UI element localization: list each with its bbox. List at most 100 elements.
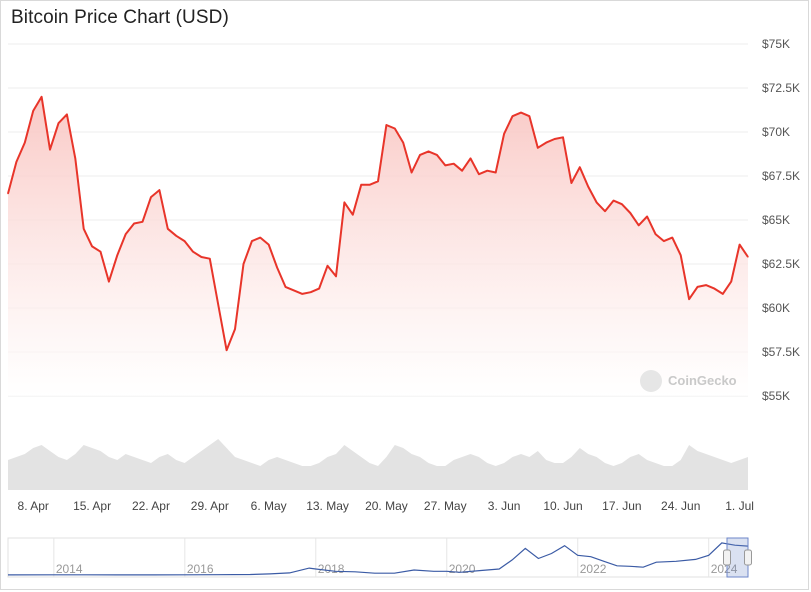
price-point <box>587 185 589 188</box>
price-point <box>150 196 152 198</box>
price-point <box>91 245 93 247</box>
y-tick-label: $70K <box>762 125 790 139</box>
price-point <box>293 289 295 291</box>
price-point <box>251 240 253 242</box>
price-point <box>301 293 303 295</box>
price-point <box>570 182 573 184</box>
price-point <box>268 244 270 246</box>
navigator-panel <box>7 537 749 578</box>
price-point <box>469 157 472 159</box>
price-point <box>24 141 26 144</box>
price-point <box>66 113 68 115</box>
price-point <box>352 214 354 216</box>
y-tick-label: $57.5K <box>762 345 800 359</box>
price-point <box>343 201 345 203</box>
price-point <box>15 161 18 163</box>
price-point <box>747 256 749 258</box>
price-point <box>730 281 732 283</box>
price-point <box>158 189 160 191</box>
price-point <box>612 200 615 202</box>
price-point <box>486 170 488 172</box>
navigator-tick-label: 2014 <box>56 562 83 576</box>
y-tick-label: $55K <box>762 389 790 403</box>
price-point <box>528 115 530 117</box>
chart-title: Bitcoin Price Chart (USD) <box>11 7 229 28</box>
y-tick-label: $62.5K <box>762 257 800 271</box>
price-point <box>562 136 564 138</box>
price-point <box>688 298 690 300</box>
price-point <box>596 201 598 203</box>
price-point <box>41 96 43 98</box>
price-point <box>738 244 741 246</box>
price-point <box>234 328 236 330</box>
price-point <box>57 122 60 124</box>
price-point <box>579 166 581 168</box>
x-tick-label: 8. Apr <box>18 499 49 513</box>
price-point <box>284 286 287 288</box>
price-point <box>553 138 556 140</box>
price-point <box>32 110 34 112</box>
price-point <box>276 266 278 269</box>
price-point <box>671 237 673 239</box>
price-point <box>318 288 320 290</box>
price-point <box>377 180 379 182</box>
x-tick-label: 29. Apr <box>191 499 229 513</box>
price-area <box>8 96 748 397</box>
price-point <box>108 281 110 283</box>
navigator-tick-label: 2022 <box>580 562 607 576</box>
navigator-line <box>7 542 749 576</box>
price-point <box>259 237 261 239</box>
navigator-tick-label: 2016 <box>187 562 214 576</box>
price-point <box>326 265 329 267</box>
navigator-tick-label: 2024 <box>711 562 738 576</box>
price-point <box>200 256 203 258</box>
price-point <box>495 171 497 174</box>
x-tick-label: 27. May <box>424 499 467 513</box>
y-tick-label: $72.5K <box>762 81 800 95</box>
price-point <box>654 233 657 235</box>
price-point <box>646 215 648 218</box>
price-point <box>99 251 102 253</box>
price-point <box>360 184 362 186</box>
price-point <box>49 149 51 151</box>
price-point <box>453 163 455 165</box>
price-point <box>444 164 446 167</box>
price-point <box>537 147 539 149</box>
price-point <box>520 112 522 114</box>
price-point <box>419 154 421 156</box>
coingecko-logo-icon <box>640 370 662 392</box>
price-point <box>335 275 337 277</box>
price-point <box>385 124 388 126</box>
price-point <box>394 127 396 130</box>
price-point <box>368 184 371 186</box>
navigator-tick-label: 2020 <box>449 562 476 576</box>
price-point <box>83 228 85 230</box>
y-tick-label: $60K <box>762 301 790 315</box>
price-point <box>192 251 194 253</box>
price-point <box>621 203 623 205</box>
y-tick-label: $65K <box>762 213 790 227</box>
price-point <box>436 154 438 156</box>
price-point <box>175 235 177 237</box>
x-tick-label: 15. Apr <box>73 499 111 513</box>
price-point <box>217 303 219 306</box>
x-tick-label: 13. May <box>306 499 349 513</box>
price-point <box>167 228 169 230</box>
navigator-handle[interactable] <box>744 549 752 566</box>
x-tick-label: 10. Jun <box>543 499 582 513</box>
price-point <box>604 210 606 212</box>
price-point <box>242 263 245 265</box>
x-tick-label: 1. Jul <box>725 499 754 513</box>
price-point <box>511 115 514 117</box>
price-point <box>402 141 404 144</box>
price-point <box>478 173 480 175</box>
price-point <box>680 254 682 256</box>
y-tick-label: $75K <box>762 37 790 51</box>
price-point <box>427 150 430 152</box>
x-tick-label: 22. Apr <box>132 499 170 513</box>
price-point <box>696 286 699 288</box>
price-point <box>209 258 211 260</box>
x-tick-label: 6. May <box>251 499 287 513</box>
navigator-handle[interactable] <box>723 549 731 566</box>
